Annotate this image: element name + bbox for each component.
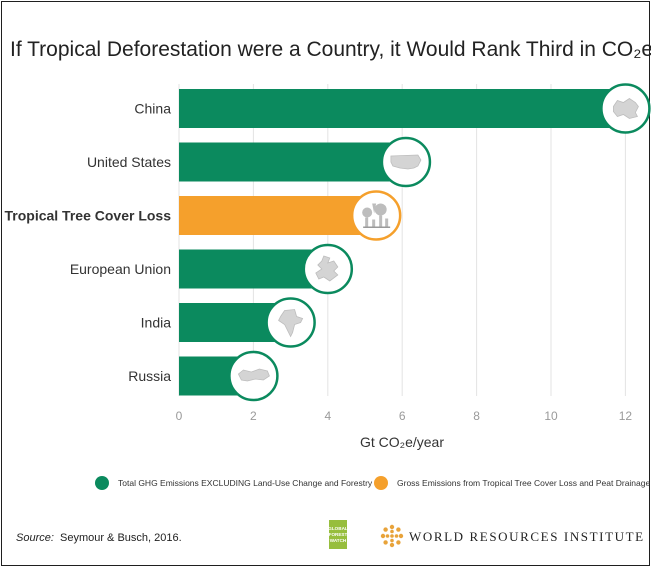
svg-text:FOREST: FOREST — [329, 532, 348, 537]
legend-swatch-ghg — [95, 476, 109, 490]
chart-title: If Tropical Deforestation were a Country… — [10, 38, 651, 61]
category-label: China — [134, 101, 171, 117]
legend-label-ghg: Total GHG Emissions EXCLUDING Land-Use C… — [118, 478, 373, 488]
x-tick-label: 4 — [324, 409, 331, 423]
china-map-icon — [600, 83, 651, 134]
source-citation: Seymour & Busch, 2016. — [60, 532, 182, 544]
india-map-icon — [265, 297, 316, 348]
bar-china — [179, 89, 626, 128]
wri-wordmark: WORLD RESOURCES INSTITUTE — [409, 529, 645, 544]
source-note: Source: Seymour & Busch, 2016. — [16, 532, 182, 544]
wri-logo-mark — [380, 524, 404, 548]
x-tick-label: 10 — [544, 409, 558, 423]
bar-tropical-tree-cover-loss — [179, 196, 377, 235]
x-tick-label: 0 — [176, 409, 183, 423]
x-ticks: 0 2 4 6 8 10 12 — [176, 409, 633, 423]
category-label: European Union — [70, 261, 171, 277]
category-labels: China United States Tropical Tree Cover Lo… — [4, 101, 171, 385]
eu-map-icon — [302, 243, 354, 295]
usa-map-icon — [380, 136, 432, 188]
category-label: Russia — [128, 368, 171, 384]
legend-swatch-gross — [374, 476, 388, 490]
svg-text:GLOBAL: GLOBAL — [328, 526, 348, 531]
source-label: Source: — [16, 532, 54, 544]
x-axis-title: Gt CO₂e/year — [360, 434, 444, 450]
bar-united-states — [179, 142, 406, 182]
category-label: United States — [87, 154, 171, 170]
gridlines — [178, 84, 626, 396]
category-label: Tropical Tree Cover Loss — [4, 208, 171, 224]
x-tick-label: 12 — [619, 409, 633, 423]
legend: Total GHG Emissions EXCLUDING Land-Use C… — [95, 476, 650, 490]
svg-text:WATCH: WATCH — [330, 538, 347, 543]
x-tick-label: 8 — [473, 409, 480, 423]
x-tick-label: 2 — [250, 409, 257, 423]
legend-label-gross: Gross Emissions from Tropical Tree Cover… — [397, 478, 650, 488]
tree-loss-icon — [350, 190, 402, 241]
category-label: India — [141, 315, 172, 331]
bar-icons — [228, 83, 651, 402]
gfw-logo: GLOBAL FOREST WATCH — [328, 520, 348, 549]
x-tick-label: 6 — [399, 409, 406, 423]
russia-map-icon — [228, 350, 279, 402]
